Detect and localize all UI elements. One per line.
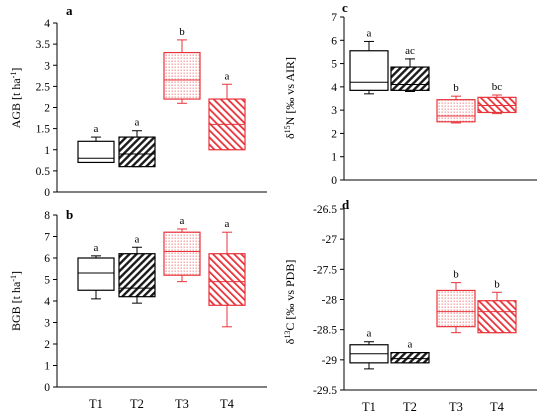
panel-label: b [66, 207, 73, 222]
y-tick-label: -28 [322, 295, 338, 307]
box-t2 [390, 351, 430, 364]
panel-label: d [342, 197, 350, 212]
y-tick-label: 3.5 [36, 39, 51, 51]
y-tick-label: -28.5 [313, 325, 337, 337]
panel-a: a AGB [t ha-1] 0 0.5 1 1.5 2 2.5 3 3.5 4 a a b a [9, 3, 267, 199]
y-axis-label: δ13C [‰ vs PDB] [283, 260, 297, 345]
y-tick-label: 4 [331, 82, 337, 94]
y-tick-label: -27 [322, 234, 338, 246]
y-tick-label: 1 [331, 152, 337, 164]
x-category-label: T3 [175, 397, 189, 411]
y-tick-label: 0 [44, 382, 50, 394]
y-tick-label: 1 [44, 145, 50, 157]
significance-letter: a [135, 117, 140, 129]
box-t4 [477, 300, 517, 334]
significance-letter: b [453, 269, 459, 281]
significance-letter: a [408, 339, 413, 351]
significance-letter: a [225, 70, 230, 82]
box-t2 [118, 253, 156, 298]
y-axis-label: AGB [t ha-1] [9, 68, 23, 129]
y-tick-label: 3 [44, 60, 50, 72]
significance-letter: b [179, 26, 185, 38]
y-tick-label: 7 [331, 12, 337, 24]
significance-letter: a [367, 27, 372, 39]
y-tick-label: 8 [44, 210, 50, 222]
box-t1 [77, 257, 115, 291]
x-category-label: T1 [362, 400, 376, 414]
y-tick-label: -29.5 [313, 385, 337, 397]
panel-d: d δ13C [‰ vs PDB] -29.5 -29 -28.5 -28 -27.5 -… [283, 197, 537, 414]
y-tick-label: 0 [44, 187, 50, 199]
box-t4 [208, 253, 246, 306]
panel-c: c δ15N [‰ vs AIR] 0 1 2 3 4 5 6 7 a ac b bc [283, 0, 537, 187]
x-category-label: T2 [403, 400, 417, 414]
box-t3 [436, 99, 476, 123]
y-tick-label: 1 [44, 361, 50, 373]
significance-letter: bc [492, 81, 503, 93]
significance-letter: a [94, 242, 99, 254]
y-tick-label: -26.5 [313, 204, 337, 216]
x-category-label: T1 [89, 397, 103, 411]
y-tick-label: -27.5 [313, 264, 337, 276]
x-category-label: T4 [220, 397, 235, 411]
y-axis-label: δ15N [‰ vs AIR] [283, 57, 297, 139]
box-t3 [436, 289, 476, 328]
y-tick-label: 1.5 [36, 124, 51, 136]
significance-letter: b [494, 278, 500, 290]
box-t2 [118, 136, 156, 168]
significance-letter: a [180, 215, 185, 227]
x-category-label: T2 [130, 397, 144, 411]
y-axis-label: BGB [t ha-1] [9, 271, 23, 331]
y-tick-label: 3 [331, 105, 337, 117]
x-category-label: T4 [490, 400, 505, 414]
significance-letter: a [94, 123, 99, 135]
significance-letter: ac [405, 45, 415, 57]
x-category-label: T3 [449, 400, 463, 414]
box-t1 [349, 50, 389, 91]
panel-b: b BGB [t ha-1] 0 1 2 3 4 5 6 7 8 a T1 a T2 a T3 a T4 [9, 207, 267, 411]
y-tick-label: 2.5 [36, 81, 51, 93]
box-t1 [77, 140, 115, 164]
panel-label: a [66, 3, 73, 18]
significance-letter: a [135, 233, 140, 245]
panel-label: c [342, 0, 348, 15]
y-tick-label: 6 [44, 253, 50, 265]
y-tick-label: 2 [44, 339, 50, 351]
significance-letter: a [367, 328, 372, 340]
box-t4 [477, 96, 517, 114]
y-tick-label: 5 [44, 275, 50, 287]
box-t3 [163, 231, 201, 276]
y-tick-label: 0.5 [36, 166, 51, 178]
y-tick-label: 2 [331, 128, 337, 140]
y-tick-label: 4 [44, 296, 50, 308]
box-t2 [390, 66, 430, 91]
y-tick-label: 7 [44, 232, 50, 244]
significance-letter: b [453, 82, 459, 94]
y-tick-label: 3 [44, 318, 50, 330]
y-tick-label: 0 [331, 175, 337, 187]
y-tick-label: 4 [44, 18, 50, 30]
y-tick-label: 2 [44, 103, 50, 115]
y-tick-label: 6 [331, 35, 337, 47]
y-tick-label: -29 [322, 355, 338, 367]
y-tick-label: 5 [331, 59, 337, 71]
significance-letter: a [225, 218, 230, 230]
box-t3 [163, 51, 201, 100]
